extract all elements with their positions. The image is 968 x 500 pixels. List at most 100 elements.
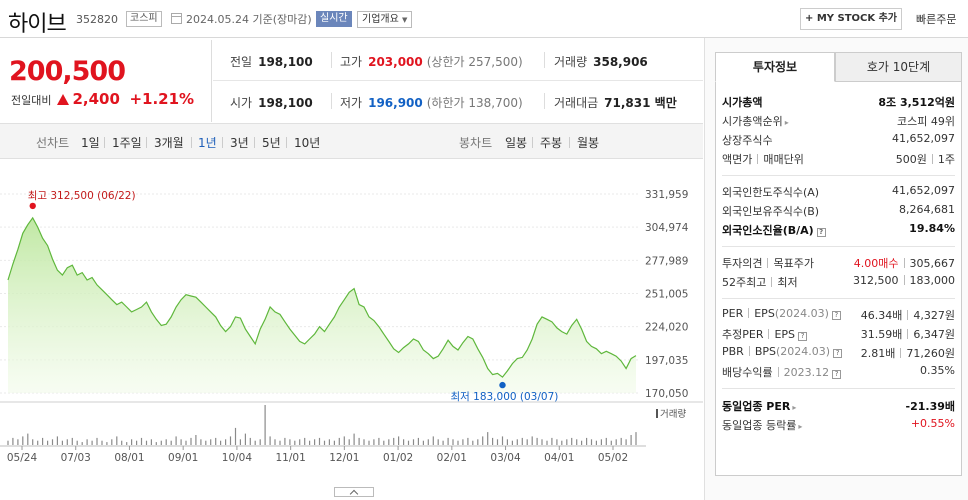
volume-bar	[383, 440, 385, 445]
volume-bar	[140, 437, 143, 445]
help-icon[interactable]: ?	[831, 311, 841, 320]
volume-bar	[457, 440, 459, 445]
volume-bar	[215, 437, 217, 445]
volume-bar	[586, 437, 588, 445]
volume-bar	[571, 437, 573, 445]
y-tick-label: 304,974	[645, 222, 689, 234]
stat-prev: 전일 198,100	[230, 55, 313, 69]
add-mystock-button[interactable]: + MY STOCK 추가	[800, 8, 902, 30]
volume-bar	[12, 437, 14, 445]
period-3y[interactable]: 3년	[230, 136, 249, 150]
foreign-ratio-row: 외국인소진율(B/A)? 19.84%	[722, 222, 955, 237]
volume-bar	[66, 439, 68, 445]
volume-bar	[462, 439, 464, 445]
candle-daily[interactable]: 일봉	[505, 136, 528, 150]
price-chart: 331,959 304,974 277,989 251,005 224,020 197,0…	[0, 160, 703, 500]
volume-bar	[269, 436, 271, 445]
volume-bar	[363, 439, 365, 445]
volume-bar	[239, 439, 241, 445]
volume-bar	[556, 439, 558, 445]
volume-bar	[51, 439, 54, 445]
volume-bar	[289, 439, 291, 445]
volume-bar	[625, 439, 627, 445]
period-1d[interactable]: 1일	[81, 136, 100, 150]
market-tag: 코스피	[126, 11, 162, 27]
x-tick-label: 10/04	[222, 452, 253, 464]
volume-bar	[116, 436, 118, 445]
volume-bar	[472, 440, 474, 445]
x-tick-label: 12/01	[329, 452, 359, 464]
quick-order-link[interactable]: 빠른주문	[916, 13, 957, 26]
help-icon[interactable]: ?	[816, 228, 826, 237]
volume-bar	[155, 442, 157, 445]
volume-bar	[630, 435, 632, 445]
volume-bar	[501, 436, 504, 445]
period-5y[interactable]: 5년	[262, 136, 281, 150]
volume-bar	[531, 436, 533, 445]
volume-bar	[254, 440, 256, 445]
x-tick-label: 07/03	[61, 452, 91, 464]
x-tick-label: 01/02	[383, 452, 413, 464]
volume-bar	[314, 439, 316, 445]
volume-bar	[225, 439, 227, 445]
period-1y[interactable]: 1년	[198, 136, 217, 150]
dividend-row: 배당수익률 2023.12? 0.35%	[722, 364, 955, 379]
volume-bar	[101, 440, 103, 445]
volume-bar	[403, 439, 405, 445]
volume-bar	[131, 439, 133, 445]
volume-bar	[521, 437, 523, 445]
volume-bar	[279, 440, 281, 445]
stock-name: 하이브	[8, 12, 67, 37]
candle-weekly[interactable]: 주봉	[540, 136, 563, 150]
tab-orderbook[interactable]: 호가 10단계	[835, 52, 962, 82]
volume-bar	[407, 440, 410, 445]
candle-monthly[interactable]: 월봉	[577, 136, 600, 150]
market-cap-rank-row: 시가총액순위 ▸ 코스피 49위	[722, 115, 955, 128]
volume-bar	[432, 436, 434, 445]
help-icon[interactable]: ?	[798, 332, 808, 341]
face-value-row: 액면가 매매단위 500원 1주	[722, 153, 955, 166]
market-cap-row: 시가총액 8조 3,512억원	[722, 96, 955, 109]
period-3m[interactable]: 3개월	[154, 136, 184, 150]
calendar-icon	[171, 13, 182, 24]
volume-bar	[220, 440, 222, 445]
corp-info-dropdown[interactable]: 기업개요 ▼	[357, 11, 413, 28]
sector-change-row: 동일업종 등락률 ▸ +0.55%	[722, 417, 955, 432]
stat-volume: 거래량 358,906	[554, 55, 648, 69]
arrow-right-icon: ▸	[798, 422, 803, 431]
volume-bar	[373, 439, 375, 445]
period-1w[interactable]: 1주일	[112, 136, 142, 150]
realtime-button[interactable]: 실시간	[316, 11, 352, 27]
volume-bar	[205, 440, 207, 445]
volume-bar	[96, 437, 98, 445]
volume-bar	[615, 439, 617, 445]
x-tick-label: 02/01	[437, 452, 467, 464]
volume-bar	[388, 439, 390, 445]
x-tick-label: 09/01	[168, 452, 198, 464]
volume-bar	[452, 439, 454, 445]
volume-bar	[358, 437, 360, 445]
volume-bar	[47, 440, 49, 445]
volume-bar	[398, 436, 400, 445]
volume-bar	[175, 436, 177, 445]
volume-bar	[81, 442, 83, 445]
collapse-handle[interactable]	[334, 487, 374, 497]
volume-bar	[111, 439, 113, 445]
help-icon[interactable]: ?	[833, 349, 843, 358]
x-tick-label: 03/04	[490, 452, 521, 464]
tab-investment-info[interactable]: 투자정보	[715, 52, 835, 82]
volume-bar	[86, 439, 88, 445]
volume-bar	[106, 442, 108, 445]
volume-bar	[516, 439, 518, 445]
volume-bar	[27, 433, 29, 445]
investment-info-panel: 투자정보 호가 10단계 시가총액 8조 3,512억원 시가총액순위 ▸ 코스피 4…	[704, 38, 968, 500]
volume-bar	[378, 437, 380, 445]
help-icon[interactable]: ?	[832, 370, 842, 379]
volume-bar	[590, 439, 593, 445]
volume-bar	[7, 440, 9, 445]
foreign-held-row: 외국인보유주식수(B) 8,264,681	[722, 203, 955, 218]
high-marker	[29, 202, 36, 210]
volume-bar	[482, 436, 484, 445]
volume-bar	[56, 436, 58, 445]
period-10y[interactable]: 10년	[294, 136, 321, 150]
